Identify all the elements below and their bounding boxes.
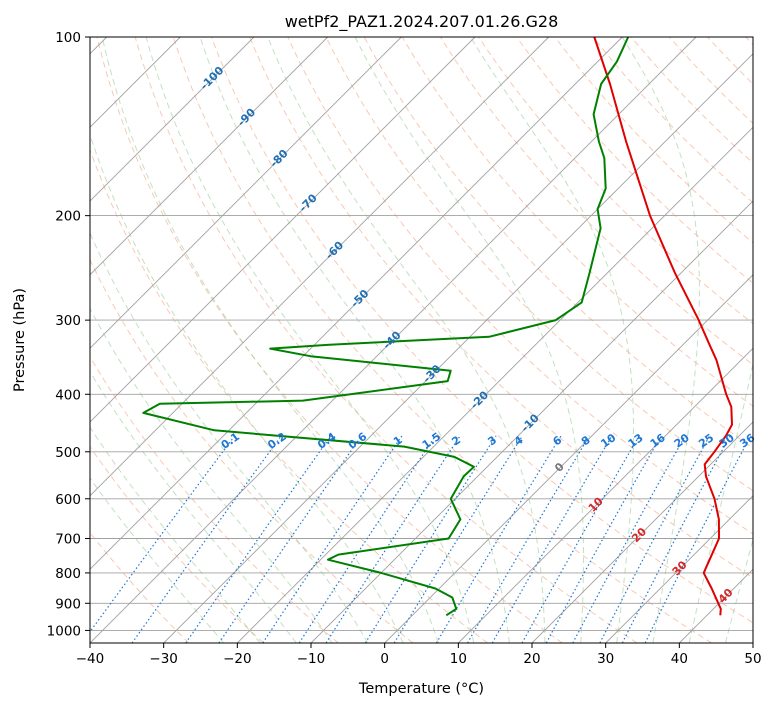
moist-adiabat (145, 37, 475, 643)
moist-adiabat (90, 133, 404, 643)
chart-title: wetPf2_PAZ1.2024.207.01.26.G28 (285, 12, 559, 32)
mixing-ratio-line (545, 435, 662, 643)
mixing-ratio-line (218, 435, 363, 643)
axes-layer: −40 −30 −20 −10 0 10 20 30 40 50 100 200 300 400 500 60… (47, 30, 762, 667)
mixing-ratio-line (621, 435, 731, 643)
isotherm (605, 495, 753, 643)
moist-adiabat (621, 37, 700, 643)
x-axis-title: Temperature (°C) (358, 681, 484, 697)
dry-adiabat (96, 37, 563, 643)
isotherm (90, 37, 329, 276)
y-tick-label: 900 (55, 596, 81, 612)
moist-adiabat (90, 477, 225, 643)
moist-adiabat (199, 37, 510, 643)
dry-adiabat (172, 37, 712, 643)
mixing-ratio-line (90, 435, 236, 633)
y-tick-label: 200 (55, 209, 81, 225)
x-tick-label: 20 (523, 651, 540, 667)
dry-adiabat (134, 37, 638, 643)
y-tick-label: 1000 (47, 623, 81, 639)
x-tick-label: −30 (149, 651, 178, 667)
x-tick-label: 30 (597, 651, 614, 667)
isotherm (90, 37, 402, 349)
isotherm (310, 200, 753, 643)
mixing-ratio-line (393, 435, 524, 643)
y-tick-label: 500 (55, 445, 81, 461)
y-tick-label: 300 (55, 313, 81, 329)
mixing-ratio-line (466, 435, 590, 643)
series-layer (142, 37, 733, 617)
y-tick-label: 400 (55, 387, 81, 403)
mixing-ratio-line (572, 435, 686, 643)
moist-adiabat (354, 37, 584, 643)
isotherm (90, 37, 255, 202)
moist-adiabat (688, 361, 753, 643)
y-tick-label: 600 (55, 492, 81, 508)
y-tick-label: 800 (55, 566, 81, 582)
x-tick-label: 50 (744, 651, 761, 667)
x-tick-label: 10 (450, 651, 467, 667)
moist-adiabat (90, 370, 297, 643)
mixing-ratio-line (435, 435, 562, 643)
moist-adiabat (470, 37, 634, 643)
moist-adiabat (725, 538, 753, 643)
moist-adiabat (267, 37, 546, 643)
plot-frame (89, 36, 754, 644)
isotherm (90, 37, 550, 497)
isotherm (90, 37, 476, 423)
mixing-ratio-line (364, 435, 497, 643)
mixing-ratio-line (185, 435, 332, 643)
dry-adiabat (516, 37, 753, 284)
dry-adiabat (90, 258, 414, 643)
isotherm (531, 421, 753, 643)
isotherm (90, 37, 697, 643)
moist-adiabat (90, 307, 333, 643)
mixing-ratio-line (644, 435, 752, 643)
dry-adiabat (90, 445, 264, 643)
mixing-ratio-line (325, 435, 461, 643)
isotherm (457, 347, 753, 643)
dry-adiabat (249, 37, 753, 579)
moist-adiabat (101, 37, 439, 643)
dewpoint-profile (142, 37, 630, 617)
x-tick-label: −20 (223, 651, 252, 667)
dry-adiabat (325, 37, 753, 492)
y-tick-label: 700 (55, 532, 81, 548)
background-lines (90, 37, 753, 643)
isotherm (384, 274, 753, 643)
moist-adiabat (90, 231, 369, 643)
mixing-ratio-line (491, 435, 613, 643)
dry-adiabat (287, 37, 753, 535)
x-tick-label: 40 (671, 651, 688, 667)
moist-adiabat (90, 426, 261, 643)
isotherm (236, 126, 753, 643)
mixing-ratio-line (521, 435, 640, 643)
isotherm (90, 37, 623, 570)
dry-adiabat (211, 37, 753, 624)
y-tick-label: 100 (55, 30, 81, 46)
y-axis-title: Pressure (hPa) (12, 288, 28, 392)
mixing-ratio-line (262, 435, 403, 643)
isotherm (163, 53, 753, 643)
dry-adiabat (90, 355, 339, 643)
temperature-profile (593, 37, 733, 616)
x-tick-label: 0 (380, 651, 389, 667)
x-tick-label: −10 (297, 651, 326, 667)
x-tick-label: −40 (76, 651, 105, 667)
